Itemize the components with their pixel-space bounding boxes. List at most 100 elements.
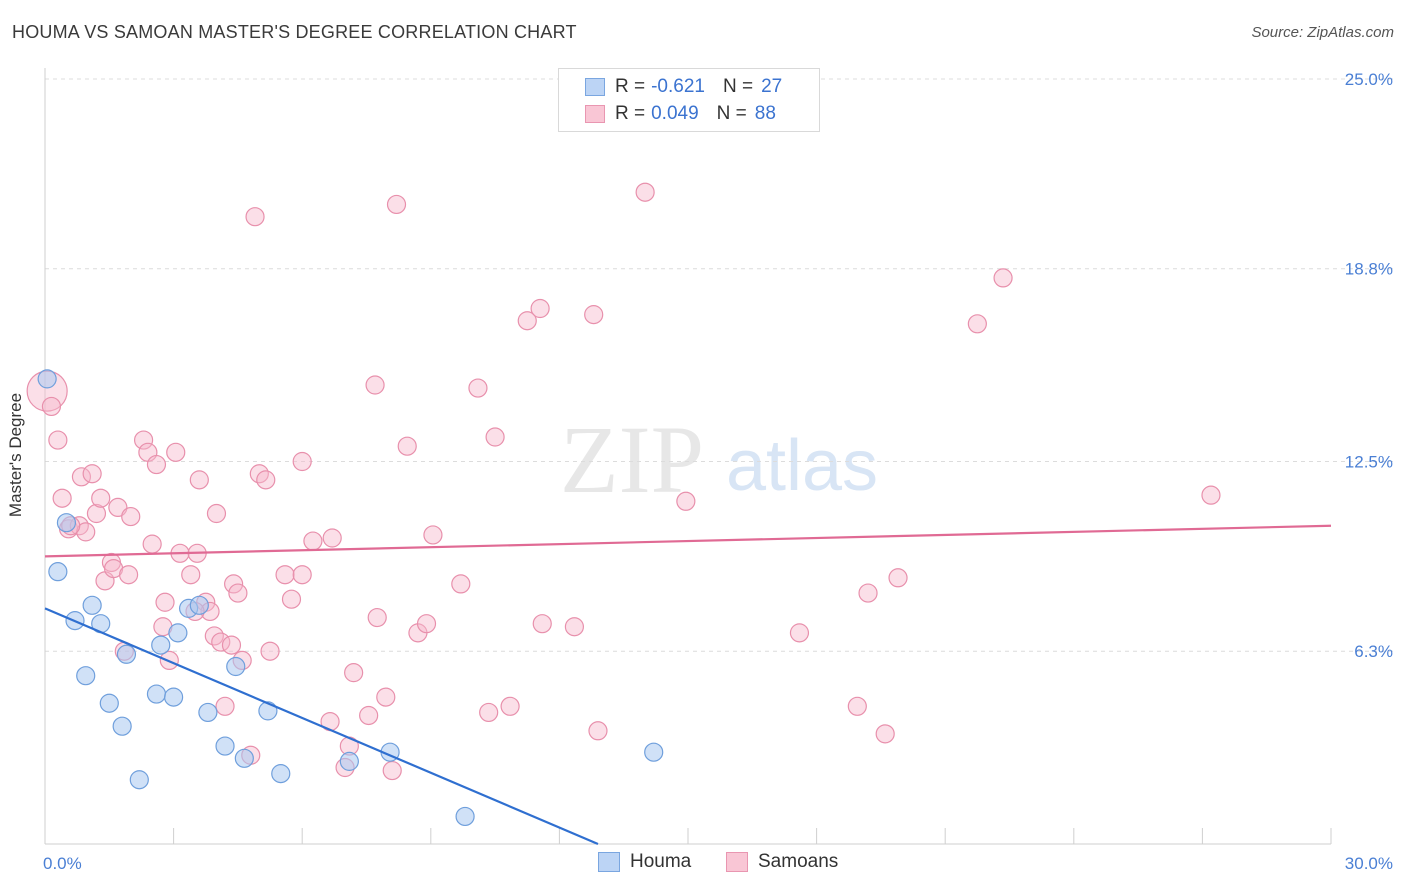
samoan-point[interactable] (858, 583, 878, 603)
samoan-point[interactable] (48, 430, 68, 450)
x-tick-labels: 0.0% 30.0% (43, 854, 1393, 873)
houma-swatch (585, 78, 605, 96)
houma-point[interactable] (76, 666, 96, 686)
samoan-point[interactable] (206, 503, 227, 524)
samoan-point[interactable] (281, 589, 302, 609)
samoan-point[interactable] (367, 607, 387, 628)
houma-point[interactable] (215, 736, 235, 756)
samoan-point[interactable] (121, 506, 141, 527)
samoan-point[interactable] (386, 194, 407, 215)
samoan-point[interactable] (376, 687, 396, 707)
houma-legend-swatch (598, 852, 620, 872)
samoan-point[interactable] (211, 632, 231, 652)
samoan-point[interactable] (322, 528, 342, 548)
samoan-point[interactable] (91, 488, 111, 508)
samoan-point[interactable] (468, 378, 488, 398)
houma-point[interactable] (37, 369, 57, 389)
samoan-point[interactable] (416, 614, 437, 634)
samoan-point[interactable] (292, 451, 312, 472)
houma-point[interactable] (48, 562, 68, 582)
samoan-point[interactable] (365, 375, 385, 395)
houma-point[interactable] (151, 635, 171, 655)
houma-point[interactable] (258, 701, 278, 721)
samoan-point[interactable] (292, 565, 312, 585)
legend-item-houma[interactable]: Houma (598, 851, 691, 873)
samoan-point[interactable] (133, 430, 154, 450)
houma-point[interactable] (271, 764, 291, 784)
samoan-point[interactable] (479, 702, 499, 723)
y-tick-labels: 6.3% 12.5% 18.8% 25.0% (1345, 70, 1393, 661)
samoan-point[interactable] (382, 760, 402, 781)
houma-point[interactable] (455, 806, 475, 827)
samoan-point[interactable] (888, 568, 908, 588)
samoan-point[interactable] (423, 525, 443, 545)
samoan-point[interactable] (215, 696, 235, 716)
samoan-point[interactable] (166, 442, 186, 462)
houma-n-label: N = (722, 76, 754, 97)
samoan-point[interactable] (82, 464, 102, 484)
houma-point[interactable] (226, 656, 246, 677)
samoan-point[interactable] (118, 565, 139, 585)
samoan-point[interactable] (584, 305, 604, 325)
houma-point[interactable] (56, 513, 77, 533)
houma-point[interactable] (116, 644, 137, 664)
houma-point[interactable] (112, 716, 132, 736)
samoan-point[interactable] (86, 503, 107, 524)
samoan-point[interactable] (588, 721, 608, 741)
samoan-point[interactable] (228, 583, 248, 603)
legend-item-samoan[interactable]: Samoans (726, 851, 838, 873)
houma-point[interactable] (189, 595, 209, 615)
samoan-point[interactable] (532, 614, 552, 634)
samoan-point[interactable] (564, 617, 585, 637)
houma-point[interactable] (129, 770, 149, 790)
samoan-point[interactable] (789, 623, 810, 643)
samoan-point[interactable] (41, 396, 62, 417)
houma-point[interactable] (164, 687, 184, 707)
samoan-point[interactable] (485, 427, 505, 447)
watermark-atlas: atlas (726, 426, 878, 506)
series-legend: Houma Samoans (0, 851, 1406, 879)
houma-point[interactable] (82, 595, 102, 615)
samoan-point[interactable] (221, 635, 242, 655)
samoan-point[interactable] (146, 454, 167, 475)
houma-point[interactable] (99, 693, 119, 713)
houma-point[interactable] (146, 684, 167, 704)
samoan-point[interactable] (245, 207, 265, 227)
samoan-point[interactable] (875, 724, 895, 744)
samoan-point[interactable] (224, 574, 244, 594)
samoan-point[interactable] (517, 311, 537, 331)
houma-n-value: 27 (761, 76, 783, 97)
samoan-point[interactable] (397, 436, 417, 456)
samoan-point[interactable] (344, 663, 364, 683)
samoan-point[interactable] (155, 592, 175, 612)
houma-point[interactable] (644, 742, 664, 762)
samoan-point[interactable] (635, 182, 655, 202)
samoan-points (26, 182, 1221, 781)
samoan-point[interactable] (530, 298, 550, 319)
samoan-point[interactable] (451, 574, 471, 594)
houma-point[interactable] (198, 702, 218, 723)
samoan-point[interactable] (1201, 485, 1221, 505)
samoan-point[interactable] (847, 696, 867, 716)
legend-row-samoan: R = 0.049 N = 88 (585, 102, 776, 126)
samoan-point[interactable] (142, 534, 162, 554)
samoan-point[interactable] (52, 488, 72, 508)
samoan-point[interactable] (260, 641, 280, 661)
samoan-point[interactable] (993, 268, 1013, 288)
houma-point[interactable] (339, 751, 359, 771)
samoan-point[interactable] (256, 470, 276, 490)
samoan-point[interactable] (500, 696, 520, 716)
samoan-point[interactable] (359, 705, 379, 726)
samoan-point[interactable] (676, 491, 696, 511)
houma-point[interactable] (168, 623, 188, 643)
samoan-point[interactable] (275, 565, 295, 585)
samoan-point[interactable] (303, 531, 323, 551)
trend-lines (44, 524, 1332, 846)
houma-legend-label: Houma (630, 851, 692, 872)
samoan-legend-label: Samoans (758, 851, 839, 872)
samoan-point[interactable] (71, 467, 92, 487)
samoan-point[interactable] (189, 470, 209, 490)
samoan-point[interactable] (967, 314, 987, 334)
houma-point[interactable] (234, 748, 254, 768)
samoan-point[interactable] (181, 565, 201, 585)
